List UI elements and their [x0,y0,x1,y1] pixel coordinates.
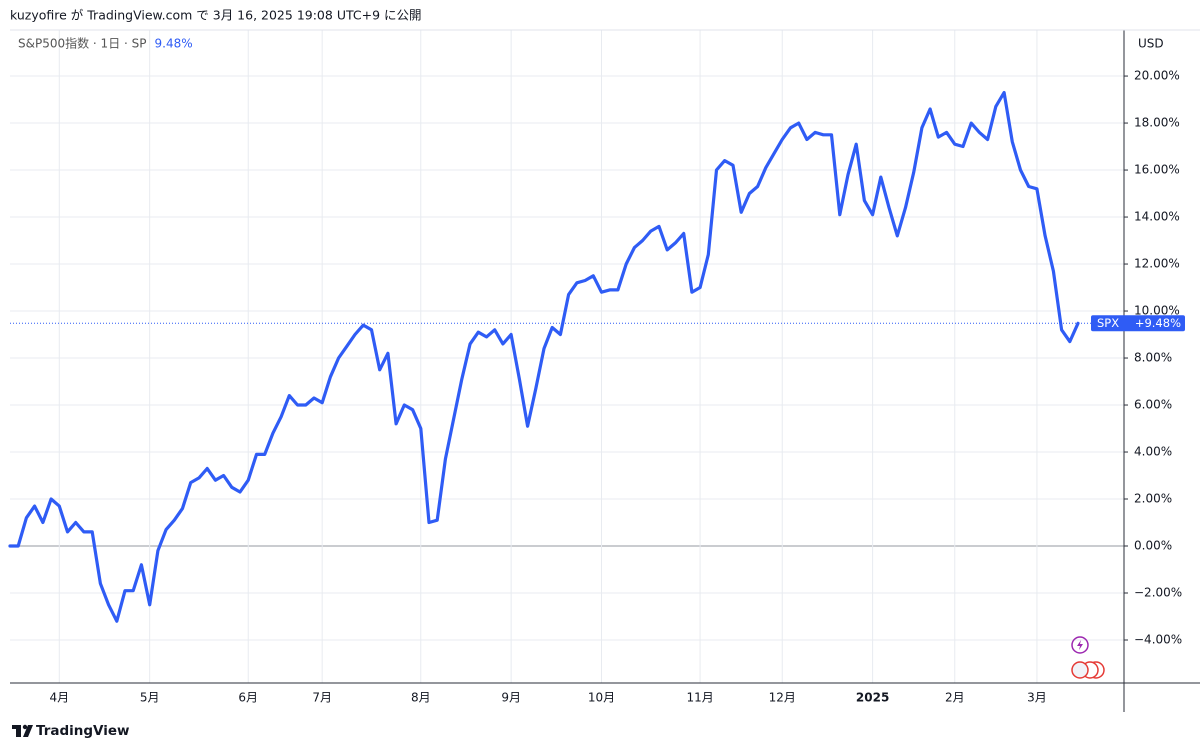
event-icon[interactable] [1071,636,1089,654]
x-tick-label: 2月 [945,691,965,705]
x-tick-label: 12月 [769,691,796,705]
price-label-bg [1091,315,1185,332]
y-tick-label: 8.00% [1134,351,1172,365]
x-tick-label: 2025 [856,691,889,705]
event-icon[interactable] [1071,661,1089,679]
legend-change: 9.48% [155,37,193,51]
y-tick-label: 10.00% [1134,304,1180,318]
x-tick-label: 4月 [49,691,69,705]
x-tick-label: 9月 [501,691,521,705]
y-tick-label: 6.00% [1134,398,1172,412]
event-icon [1077,640,1083,650]
x-tick-label: 11月 [686,691,713,705]
y-tick-label: 2.00% [1134,492,1172,506]
x-tick-label: 5月 [140,691,160,705]
y-tick-label: −4.00% [1134,632,1182,646]
brand-logo [22,724,28,730]
x-tick-label: 7月 [312,691,332,705]
x-tick-label: 6月 [238,691,258,705]
y-tick-label: −2.00% [1134,586,1182,600]
y-tick-label: 14.00% [1134,210,1180,224]
legend-title: S&P500指数 · 1日 · SP [18,36,147,51]
x-tick-label: 8月 [411,691,431,705]
x-tick-label: 3月 [1027,691,1047,705]
price-line [8,90,1080,623]
price-label-value: +9.48% [1135,316,1181,330]
currency: USD [1138,37,1164,51]
y-tick-label: 16.00% [1134,163,1180,177]
y-tick-label: 20.00% [1134,69,1180,83]
x-tick-label: 10月 [588,691,615,705]
price-label-symbol: SPX [1097,316,1119,330]
y-tick-label: 4.00% [1134,445,1172,459]
brand: TradingView [36,723,130,739]
y-tick-label: 12.00% [1134,257,1180,271]
y-tick-label: 18.00% [1134,116,1180,130]
header: kuzyofire が TradingView.com で 3月 16, 202… [10,8,422,23]
brand-logo [12,725,33,737]
y-tick-label: 0.00% [1134,539,1172,553]
